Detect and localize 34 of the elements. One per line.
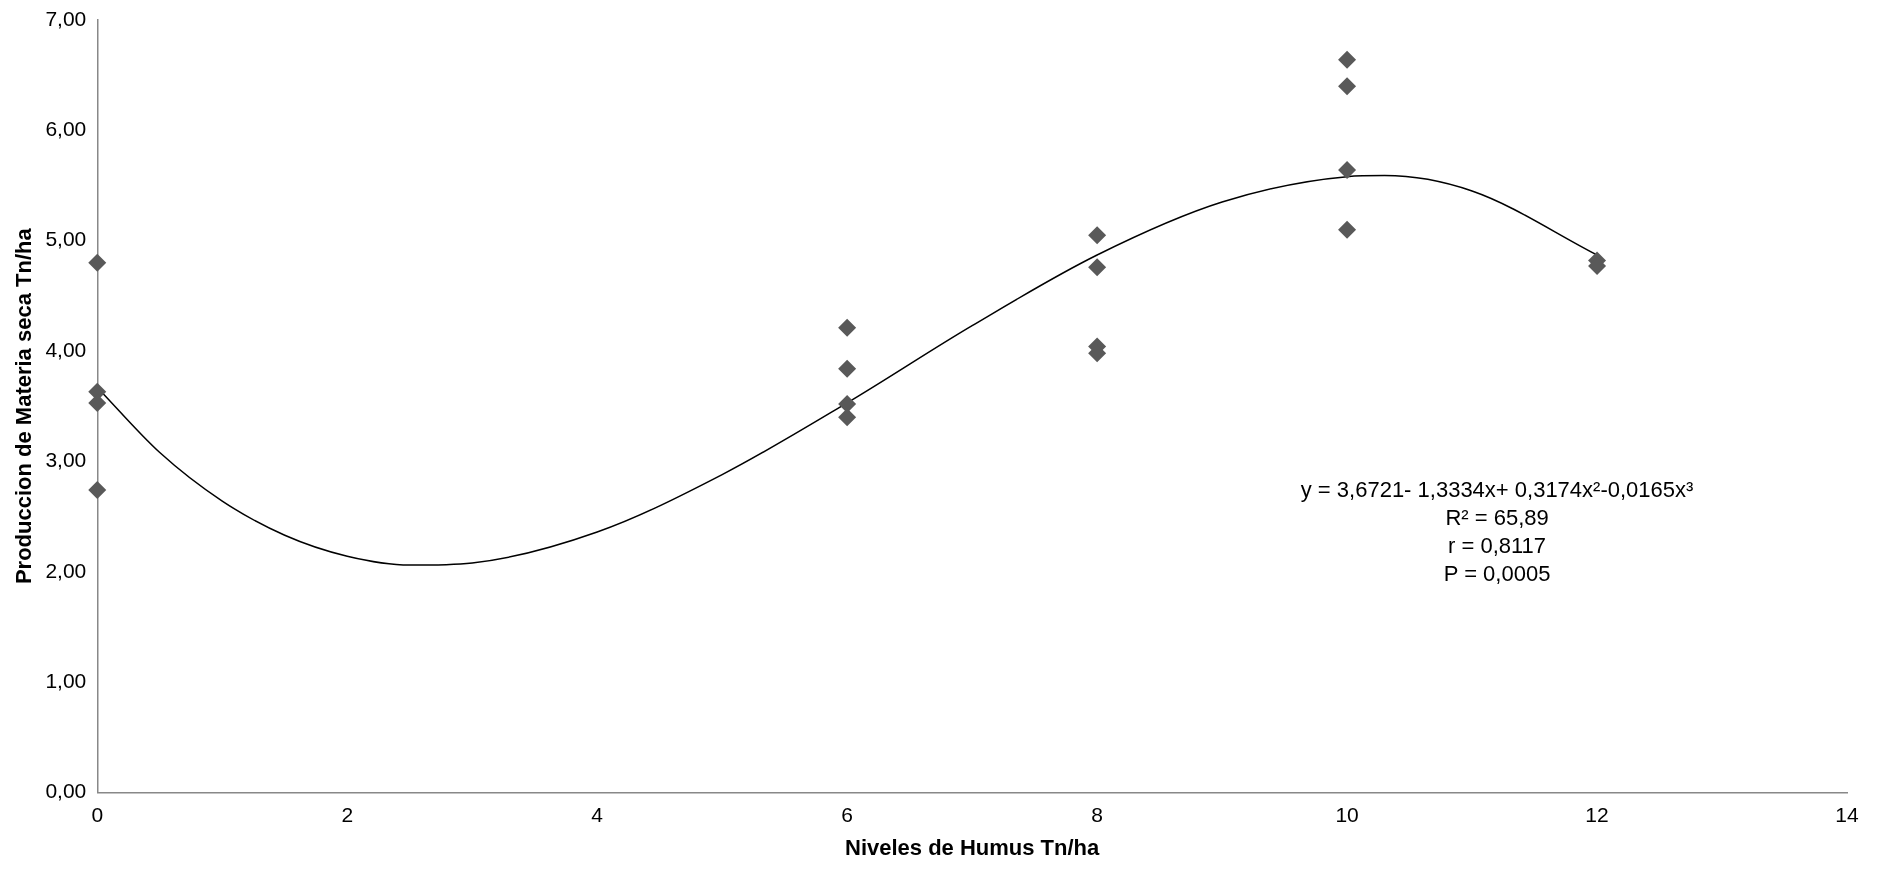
point xyxy=(1338,77,1357,96)
y-tick-label: 6,00 xyxy=(45,117,87,141)
point xyxy=(1088,258,1107,277)
x-tick-label: 0 xyxy=(91,802,104,826)
x-tick-label: 4 xyxy=(591,802,604,826)
y-tick-label: 5,00 xyxy=(45,227,87,251)
x-tick-label: 8 xyxy=(1091,802,1103,826)
annotation: P = 0,0005 xyxy=(1443,561,1551,587)
annotation: R² = 65,89 xyxy=(1445,505,1549,531)
y-tick-label: 3,00 xyxy=(45,448,87,472)
x-tick-label: 14 xyxy=(1835,802,1859,826)
point xyxy=(1088,226,1107,245)
point xyxy=(838,408,857,427)
y-tick-label: 4,00 xyxy=(45,337,87,361)
point xyxy=(1338,50,1357,69)
y-tick-label: 1,00 xyxy=(45,668,87,692)
x-tick-label: 6 xyxy=(841,802,853,826)
y-tick-label: 2,00 xyxy=(45,558,87,582)
point xyxy=(88,253,107,272)
point xyxy=(838,318,857,337)
point xyxy=(1338,220,1357,239)
point xyxy=(838,359,857,378)
point xyxy=(88,481,107,500)
y-tick-label: 7,00 xyxy=(45,6,87,30)
annotation: y = 3,6721- 1,3334x+ 0,3174x²-0,0165x³ xyxy=(1300,477,1694,503)
y-axis-title: Produccion de Materia seca Tn/ha xyxy=(11,227,37,585)
annotation: r = 0,8117 xyxy=(1448,533,1547,559)
point xyxy=(1338,161,1357,180)
x-tick-label: 10 xyxy=(1335,802,1359,826)
x-tick-label: 12 xyxy=(1585,802,1609,826)
x-tick-label: 2 xyxy=(341,802,354,826)
point xyxy=(838,394,857,413)
y-tick-label: 0,00 xyxy=(45,779,87,803)
x-axis-title: Niveles de Humus Tn/ha xyxy=(844,834,1101,860)
